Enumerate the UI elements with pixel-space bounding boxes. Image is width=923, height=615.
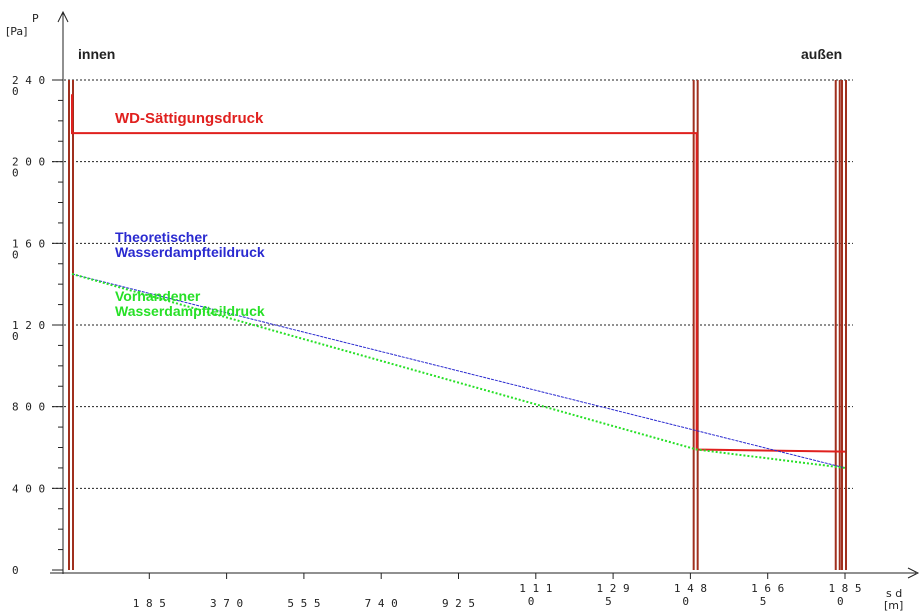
x-tick-label-2: 5 5 5 (287, 597, 320, 610)
y-tick-label-3: 1 2 0 (12, 319, 45, 332)
y-tick-label-4-cont: 0 (12, 248, 19, 261)
y-tick-label-6-cont: 0 (12, 85, 19, 98)
series-line-0 (71, 94, 846, 453)
y-tick-label-6: 2 4 0 (12, 74, 45, 87)
x-tick-label-0: 1 8 5 (133, 597, 166, 610)
series-label-saturation: WD-Sättigungsdruck (115, 110, 264, 127)
x-tick-label-7: 1 4 8 (674, 582, 707, 595)
x-tick-label-6-cont: 5 (605, 595, 612, 608)
series-label-theoretical: Theoretischer Wasserdampfteildruck (115, 230, 345, 260)
grid-lines (52, 79, 853, 489)
x-tick-label-5-cont: 0 (528, 595, 535, 608)
series-label-actual-text: Vorhandener Wasserdampfteildruck (115, 288, 265, 319)
series-line-2 (71, 272, 846, 469)
series-label-theoretical-text: Theoretischer Wasserdampfteildruck (115, 229, 265, 260)
x-tick-label-3: 7 4 0 (365, 597, 398, 610)
y-tick-label-0: 0 (12, 564, 19, 577)
x-tick-label-1: 3 7 0 (210, 597, 243, 610)
series-label-actual: Vorhandener Wasserdampfteildruck (115, 289, 345, 319)
data-series (71, 94, 846, 469)
y-tick-label-2: 8 0 0 (12, 401, 45, 414)
y-tick-label-5: 2 0 0 (12, 156, 45, 169)
y-tick-labels: 04 0 08 0 01 2 001 6 002 0 002 4 00 (12, 74, 45, 577)
side-label-outside: außen (801, 46, 843, 62)
y-tick-label-4: 1 6 0 (12, 237, 45, 250)
x-tick-label-9-cont: 0 (837, 595, 844, 608)
y-tick-label-3-cont: 0 (12, 330, 19, 343)
axes (50, 10, 920, 579)
x-tick-label-9: 1 8 5 (828, 582, 861, 595)
x-axis-arrow (907, 567, 920, 579)
y-axis-title: P (32, 12, 39, 25)
side-label-inside: innen (78, 46, 116, 62)
x-tick-label-7-cont: 0 (682, 595, 689, 608)
y-tick-label-1: 4 0 0 (12, 482, 45, 495)
x-tick-label-8-cont: 5 (760, 595, 767, 608)
y-axis-arrow (57, 10, 69, 23)
x-axis-unit: [m] (884, 599, 904, 612)
y-tick-label-5-cont: 0 (12, 167, 19, 180)
x-tick-label-6: 1 2 9 (597, 582, 630, 595)
series-line-1 (71, 273, 846, 469)
y-axis-unit: [Pa] (6, 25, 28, 38)
x-axis-title: s d (886, 587, 903, 600)
x-tick-label-8: 1 6 6 (751, 582, 784, 595)
x-tick-label-4: 9 2 5 (442, 597, 475, 610)
x-tick-label-5: 1 1 1 (519, 582, 552, 595)
